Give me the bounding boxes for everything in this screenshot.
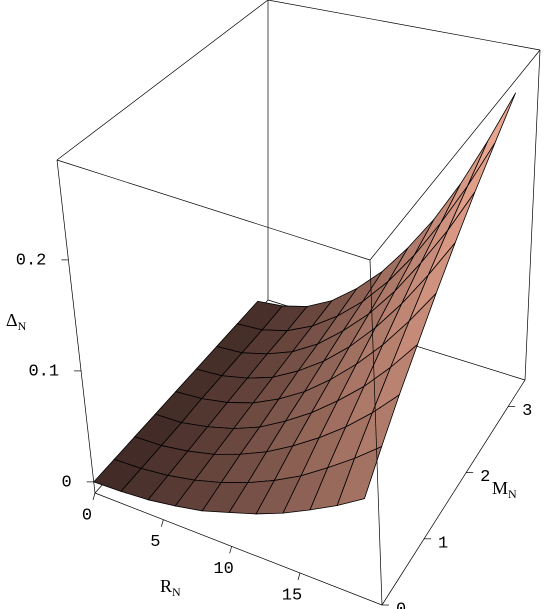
- x-axis-label: RN: [160, 576, 181, 599]
- tick-label: 0.1: [28, 362, 59, 381]
- surface-patch: [467, 92, 517, 187]
- tick-mark: [92, 492, 96, 501]
- tick-mark: [229, 546, 233, 554]
- tick-label: 15: [282, 586, 302, 605]
- tick-label: 0: [396, 600, 406, 609]
- y-axis-label-text: M: [492, 478, 508, 498]
- box-edge: [524, 49, 541, 381]
- box-edge: [56, 0, 269, 161]
- tick-label: 3: [522, 402, 532, 421]
- x-axis-label-sub: N: [172, 585, 181, 599]
- surface-patch: [447, 142, 496, 231]
- tick-mark: [297, 572, 301, 581]
- y-axis-label: MN: [492, 478, 517, 501]
- tick-label: 10: [213, 560, 233, 579]
- box-edge: [369, 49, 541, 261]
- box-edge: [56, 159, 371, 261]
- tick-mark: [160, 519, 164, 527]
- box-edge: [369, 259, 383, 606]
- z-axis-label-sub: N: [18, 319, 27, 333]
- tick-label: 0: [62, 473, 72, 492]
- tick-label: 1: [438, 534, 448, 553]
- tick-label: 2: [480, 468, 490, 487]
- tick-label: 5: [150, 533, 160, 552]
- tick-label: 0: [82, 506, 92, 525]
- y-axis-label-sub: N: [508, 487, 517, 501]
- box-edge: [267, 0, 541, 51]
- box-front: [56, 49, 541, 606]
- z-axis-label: ΔN: [6, 310, 27, 333]
- box-edge: [381, 379, 526, 606]
- surface-patch: [336, 445, 383, 507]
- surface: [93, 92, 517, 515]
- box-edge: [56, 159, 96, 494]
- x-axis-label-text: R: [160, 576, 172, 596]
- box-edge: [94, 492, 383, 606]
- tick-label: 0.2: [16, 251, 47, 270]
- z-axis-label-text: Δ: [6, 310, 18, 330]
